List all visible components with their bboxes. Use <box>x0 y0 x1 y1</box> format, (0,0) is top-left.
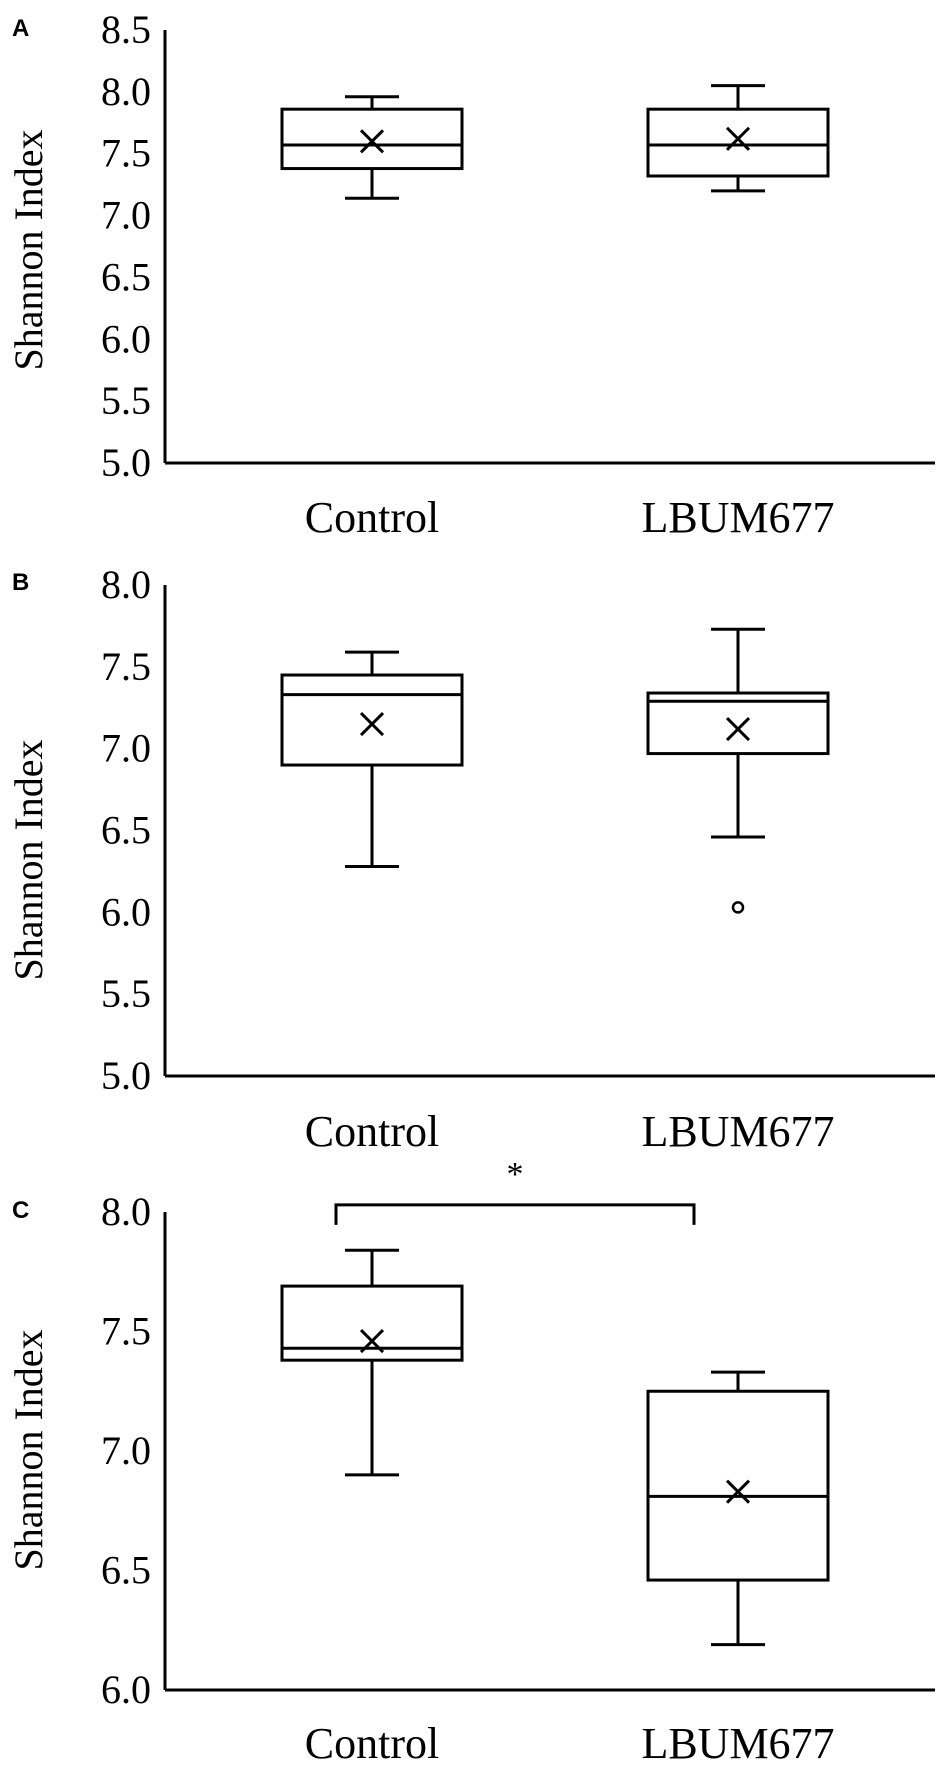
panel-label: A <box>12 15 29 42</box>
chart-panel-a: A 5.0 5.5 6.0 6.5 7.0 7.5 8.0 8.5 Shannon Index Co… <box>6 7 935 542</box>
category-label: LBUM677 <box>641 1107 834 1156</box>
mean-marker <box>725 1479 751 1504</box>
y-tick-label: 5.5 <box>101 971 151 1016</box>
y-tick-label: 5.5 <box>101 378 151 423</box>
y-tick-label: 5.0 <box>101 1053 151 1098</box>
y-tick-label: 8.5 <box>101 7 151 52</box>
iqr-box <box>646 691 830 756</box>
outlier-point <box>731 901 745 914</box>
y-tick-label: 8.0 <box>101 1189 151 1234</box>
category-label: Control <box>305 493 439 542</box>
mean-marker <box>359 712 385 737</box>
category-label: LBUM677 <box>641 1719 834 1768</box>
y-tick-label: 6.0 <box>101 316 151 361</box>
mean-marker <box>359 1328 385 1354</box>
y-tick-label: 8.0 <box>101 562 151 607</box>
y-tick-label: 6.5 <box>101 254 151 299</box>
y-axis-title: Shannon Index <box>6 129 51 370</box>
panel-label: B <box>12 569 29 596</box>
iqr-box <box>646 1389 830 1582</box>
y-tick-label: 7.0 <box>101 193 151 238</box>
box-control <box>280 1248 464 1477</box>
y-tick-label: 6.5 <box>101 808 151 853</box>
box-lbum677 <box>646 1370 830 1647</box>
y-tick-label: 8.0 <box>101 69 151 114</box>
significance-bracket: * <box>334 1156 696 1225</box>
box-control <box>280 650 464 869</box>
panel-label: C <box>12 1197 29 1224</box>
box-lbum677 <box>646 84 830 193</box>
iqr-box <box>280 107 464 171</box>
chart-panel-b: B 5.0 5.5 6.0 6.5 7.0 7.5 8.0 Shannon Index Contr… <box>6 562 935 1156</box>
mean-marker <box>725 716 751 742</box>
category-label: Control <box>305 1719 439 1768</box>
y-tick-label: 6.5 <box>101 1548 151 1593</box>
mean-marker <box>359 129 385 154</box>
box-lbum677 <box>646 627 830 914</box>
y-tick-label: 6.0 <box>101 889 151 934</box>
y-tick-label: 7.5 <box>101 1309 151 1354</box>
box-control <box>280 95 464 200</box>
y-tick-label: 5.0 <box>101 440 151 485</box>
category-label: Control <box>305 1107 439 1156</box>
chart-panel-c: C 6.0 6.5 7.0 7.5 8.0 Shannon Index Control LBUM… <box>6 1156 935 1768</box>
y-tick-label: 7.5 <box>101 131 151 176</box>
y-tick-label: 7.5 <box>101 644 151 689</box>
category-label: LBUM677 <box>641 493 834 542</box>
iqr-box <box>280 673 464 767</box>
iqr-box <box>646 107 830 178</box>
y-tick-label: 7.0 <box>101 726 151 771</box>
y-axis-title: Shannon Index <box>6 1329 51 1570</box>
y-axis-title: Shannon Index <box>6 739 51 980</box>
bracket-line <box>334 1203 696 1225</box>
mean-marker <box>725 126 751 151</box>
significance-label: * <box>507 1156 524 1193</box>
y-tick-label: 7.0 <box>101 1428 151 1473</box>
y-tick-label: 6.0 <box>101 1667 151 1712</box>
